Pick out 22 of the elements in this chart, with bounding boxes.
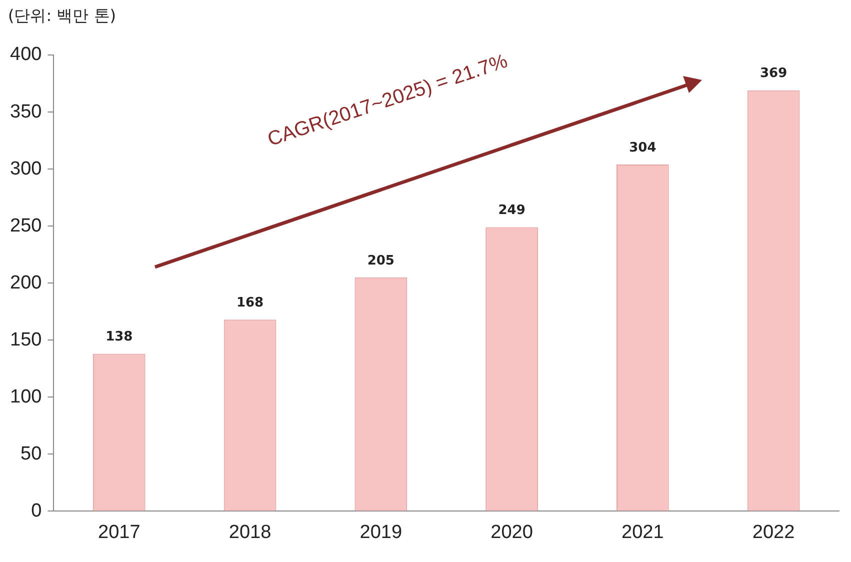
x-tick-label: 2017 bbox=[98, 522, 140, 543]
x-tick-label: 2020 bbox=[490, 522, 533, 543]
y-tick-label: 150 bbox=[10, 329, 42, 350]
data-label: 205 bbox=[367, 253, 394, 268]
y-tick-label: 250 bbox=[10, 215, 42, 236]
y-tick-label: 400 bbox=[10, 44, 42, 66]
y-tick-label: 300 bbox=[10, 158, 42, 180]
x-tick-label: 2022 bbox=[752, 522, 795, 543]
x-tick-label: 2018 bbox=[228, 522, 272, 543]
x-tick-label: 2021 bbox=[622, 522, 664, 543]
y-tick-label: 350 bbox=[10, 101, 42, 122]
data-label: 249 bbox=[498, 203, 526, 218]
y-tick-label: 200 bbox=[10, 272, 42, 294]
y-tick-label: 0 bbox=[31, 500, 42, 522]
data-label: 369 bbox=[760, 66, 788, 82]
data-label: 138 bbox=[106, 330, 133, 345]
data-label: 168 bbox=[236, 295, 264, 310]
x-tick-label: 2019 bbox=[360, 522, 402, 543]
data-label: 304 bbox=[629, 140, 656, 156]
y-axis-title: (단위: 백만 톤) bbox=[8, 6, 116, 27]
y-tick-label: 50 bbox=[20, 443, 42, 464]
y-tick-label: 100 bbox=[10, 386, 42, 408]
